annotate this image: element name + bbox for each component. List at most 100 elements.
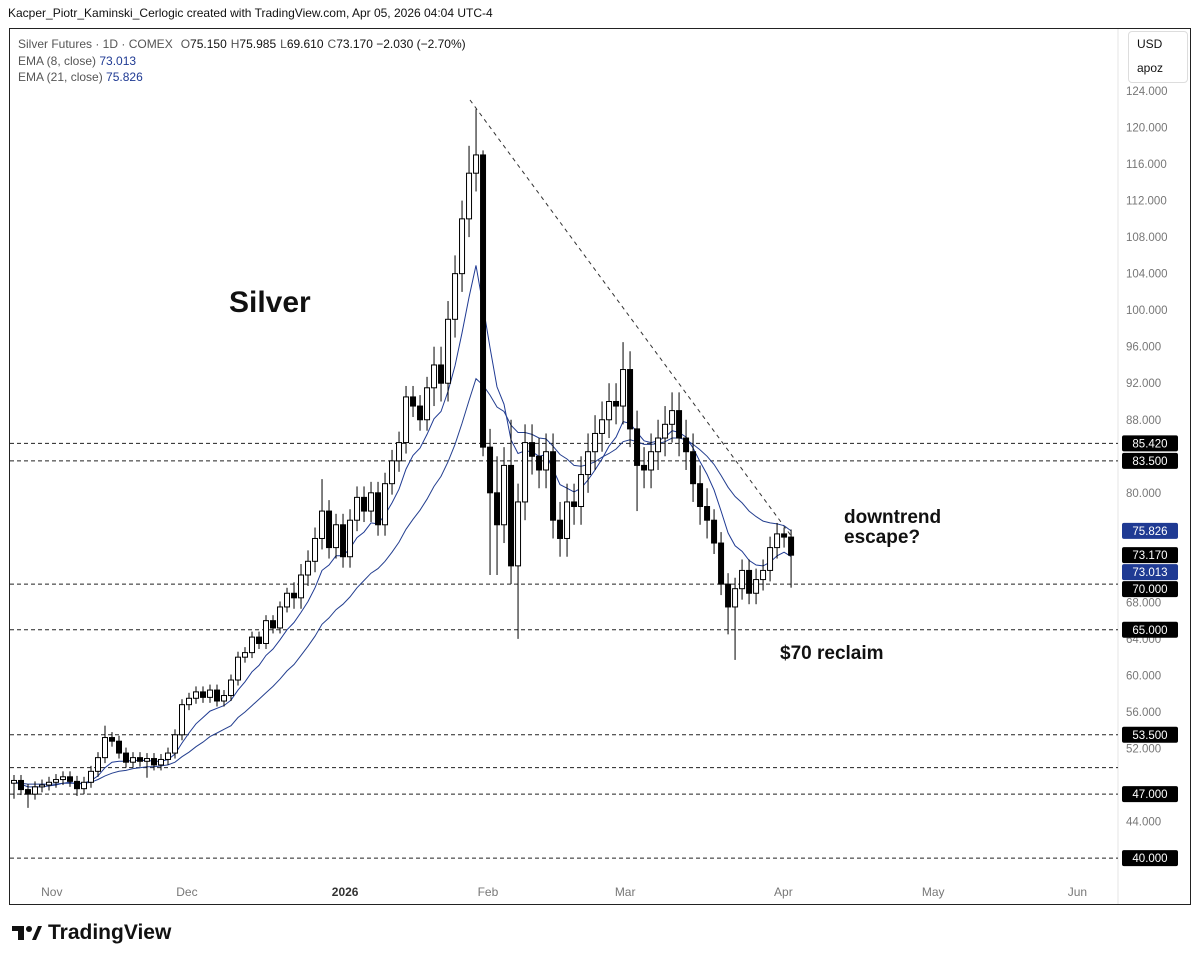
candle-body [718,542,725,585]
legend-name: EMA (21, close) [18,70,103,84]
candle-body [641,464,648,471]
candle-body [536,455,543,471]
currency-button[interactable]: USD [1137,37,1163,51]
brand-logo [12,926,42,940]
y-tick-label: 44.000 [1126,817,1161,829]
x-tick-label: Jun [1068,885,1087,899]
candle-body [571,501,578,508]
candle-body [17,779,24,791]
candle-body [207,689,214,698]
y-tick-label: 116.000 [1126,159,1167,171]
candle-body [116,740,123,754]
candle-body [774,533,781,549]
candle-body [333,524,340,549]
candle-body [242,652,249,658]
y-tick-label: 112.000 [1126,196,1167,208]
y-tick-label: 88.000 [1126,415,1161,427]
trendline [469,99,793,538]
x-tick-label: Feb [478,885,499,899]
candle-body [487,446,494,494]
ohlc: O75.150 H75.985 L69.610 C73.170 [173,37,373,51]
candle-body [291,592,298,599]
x-tick-label: May [922,885,945,899]
candle-body [690,451,697,485]
candle-body [403,396,410,444]
x-tick-label: 2026 [332,885,359,899]
candle-body [655,437,662,453]
x-tick-label: Apr [774,885,793,899]
price-badge-label: 85.420 [1132,438,1167,450]
price-badge [1122,726,1178,743]
candle-body [697,483,704,508]
candle-body [137,757,144,762]
ohlc-value: 75.150 [190,37,227,51]
candle-body [305,560,312,576]
candle-body [10,779,17,784]
candle-body [172,734,179,754]
candle-body [389,460,396,485]
candle-body [711,519,718,544]
y-tick-label: 80.000 [1126,488,1161,500]
candle-body [746,569,753,594]
candle-body [24,789,31,795]
candle-body [151,758,158,766]
legend-row: Silver Futures · 1D · COMEX O75.150 H75.98… [18,36,466,53]
candle-body [557,519,564,539]
candle-body [368,492,375,512]
candle-body [228,679,235,697]
candle-body [613,400,620,407]
candle-body [87,770,94,783]
change: −2.030 (−2.70%) [376,37,466,51]
candle-body [564,501,571,539]
candle-body [66,776,73,782]
y-tick-label: 100.000 [1126,305,1168,317]
price-badge [1122,581,1178,598]
candle-body [130,757,137,763]
candle-body [522,442,529,503]
candle-body [193,691,200,699]
y-tick-label: 96.000 [1126,342,1161,354]
x-tick-label: Mar [615,885,636,899]
candle-body [501,464,508,526]
y-tick-label: 52.000 [1126,744,1161,756]
x-tick-label: Nov [41,885,62,899]
candle-body [732,588,739,608]
candle-body [73,780,80,790]
candle-body [669,410,676,425]
chart-frame [9,28,1191,905]
candle-body [214,689,221,702]
candle-body [45,781,52,786]
candle-body [221,695,228,702]
candle-body [410,396,417,407]
price-badge-label: 65.000 [1132,625,1167,637]
candle-body [683,437,690,453]
candle-body [662,423,669,439]
candle-body [165,752,172,760]
candle-body [466,172,473,220]
scale-button[interactable]: apoz [1137,61,1164,75]
candle-body [585,451,592,476]
candle-body [753,579,760,594]
candle-body [452,273,459,320]
ohlc-key: C [327,37,337,51]
price-badge [1122,522,1178,539]
candle-body [725,583,732,608]
candle-body [767,547,774,571]
candle-body [277,606,284,629]
candle-body [94,757,101,772]
candle-body [249,636,256,654]
candle-body [256,636,263,644]
brand: TradingView [12,921,171,945]
ohlc-key: L [280,37,287,51]
candle-body [648,451,655,471]
candle-body [634,428,641,466]
candle-body [326,510,333,549]
y-tick-label: 104.000 [1126,269,1168,281]
y-tick-label: 68.000 [1126,597,1161,609]
annotation: Silver [229,286,311,319]
ohlc-value: 73.170 [336,37,373,51]
legend-value: 75.826 [106,70,143,84]
credit: Kacper_Piotr_Kaminski_Cerlogic created w… [8,6,493,20]
candle-body [515,501,522,567]
